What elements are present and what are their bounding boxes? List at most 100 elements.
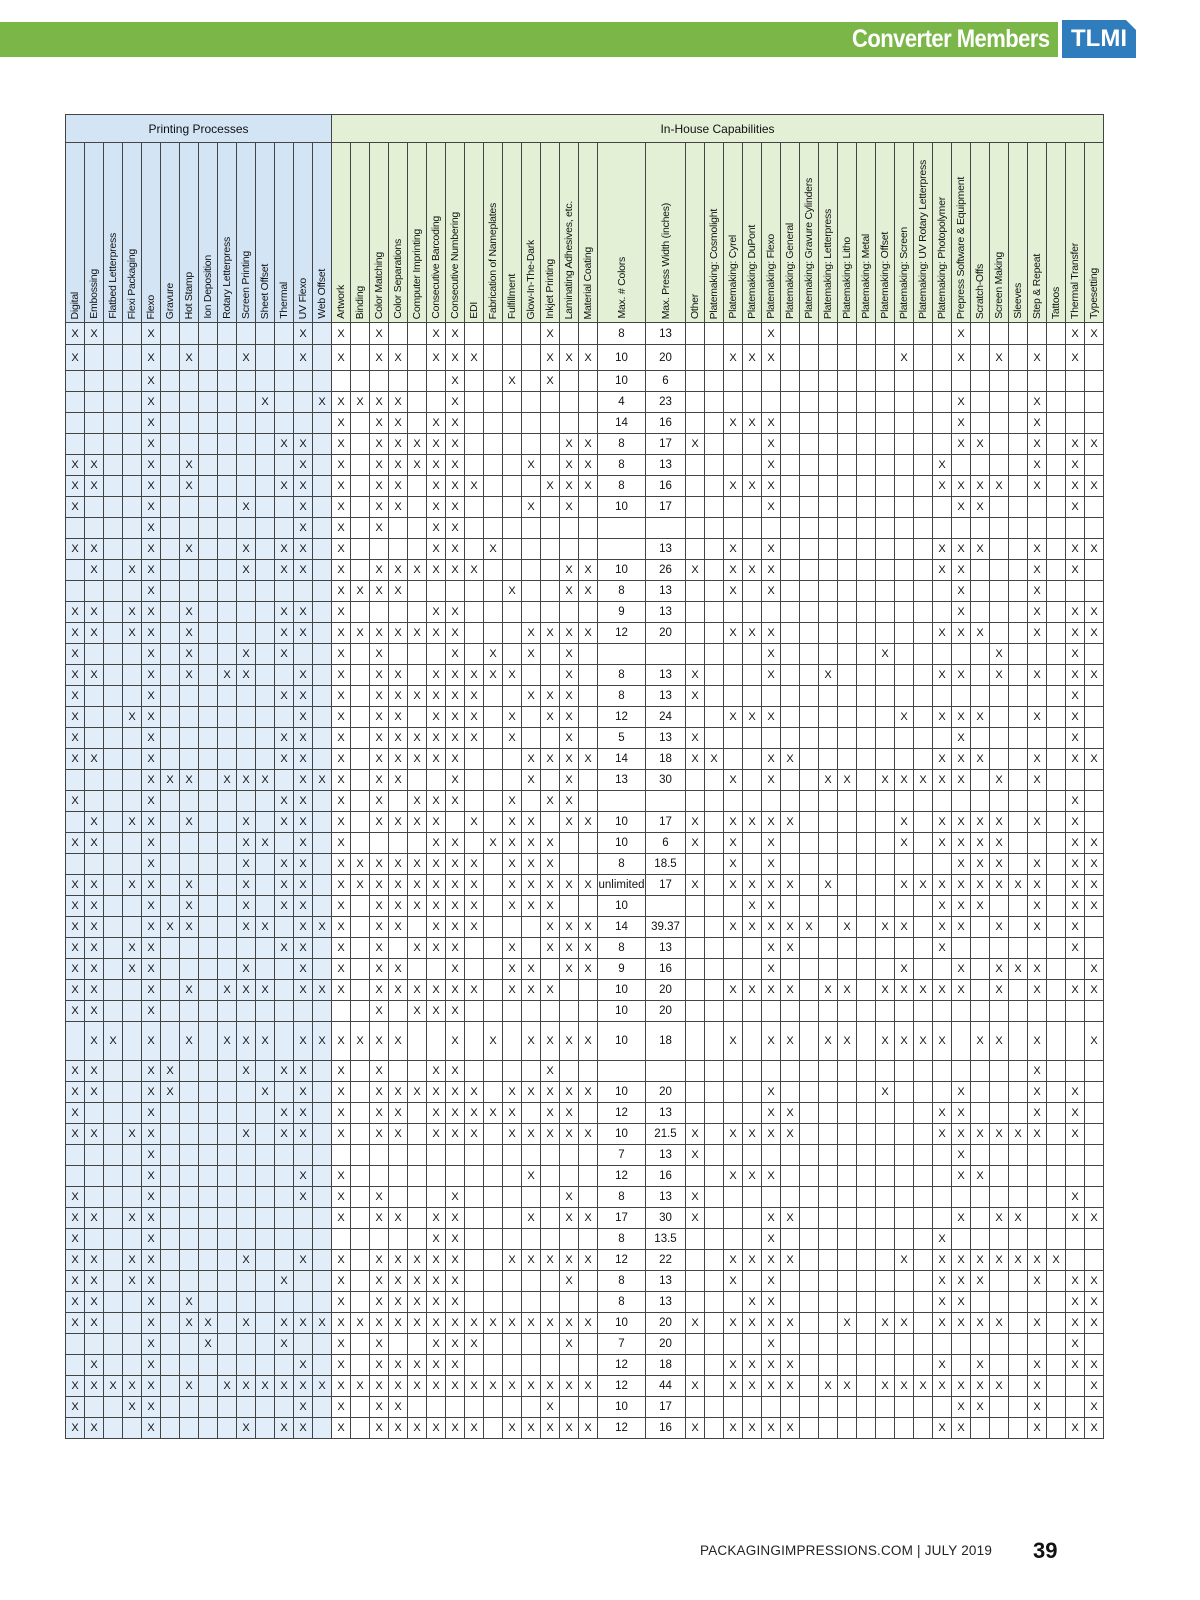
empty-cell bbox=[894, 517, 914, 539]
empty-cell bbox=[970, 344, 990, 371]
empty-cell bbox=[970, 1291, 990, 1313]
empty-cell bbox=[369, 1144, 389, 1166]
table-cell: X bbox=[141, 433, 161, 455]
table-row: X X X X X X X X X X X X X 5 13 X X X bbox=[65, 727, 1104, 749]
empty-cell bbox=[742, 1081, 762, 1103]
empty-cell bbox=[856, 1060, 876, 1082]
empty-cell bbox=[217, 496, 237, 518]
table-cell: X bbox=[445, 559, 465, 581]
empty-cell bbox=[723, 748, 743, 770]
empty-cell bbox=[540, 811, 560, 833]
empty-cell bbox=[312, 706, 332, 728]
empty-cell bbox=[913, 517, 933, 539]
empty-cell bbox=[1084, 391, 1104, 413]
empty-cell bbox=[407, 769, 427, 791]
empty-cell bbox=[780, 769, 800, 791]
table-cell: X bbox=[65, 664, 85, 686]
table-cell: X bbox=[312, 391, 332, 413]
table-cell: X bbox=[502, 958, 522, 980]
empty-cell bbox=[989, 559, 1009, 581]
empty-cell bbox=[818, 958, 838, 980]
table-cell: X bbox=[407, 1354, 427, 1376]
table-cell: X bbox=[951, 391, 971, 413]
empty-cell bbox=[540, 958, 560, 980]
table-cell: X bbox=[875, 1375, 895, 1397]
empty-cell bbox=[236, 517, 256, 539]
table-cell: X bbox=[445, 496, 465, 518]
empty-cell bbox=[1084, 370, 1104, 392]
table-cell: X bbox=[331, 1249, 351, 1271]
table-cell: X bbox=[369, 1021, 389, 1061]
empty-cell bbox=[597, 643, 646, 665]
empty-cell bbox=[236, 1354, 256, 1376]
empty-cell bbox=[407, 1186, 427, 1208]
empty-cell bbox=[894, 1060, 914, 1082]
table-cell: X bbox=[951, 853, 971, 875]
empty-cell bbox=[464, 1354, 484, 1376]
empty-cell bbox=[875, 1354, 895, 1376]
empty-cell bbox=[312, 643, 332, 665]
empty-cell bbox=[350, 433, 370, 455]
empty-cell bbox=[540, 1207, 560, 1229]
empty-cell bbox=[274, 664, 294, 686]
empty-cell bbox=[818, 1417, 838, 1439]
table-cell: X bbox=[932, 1270, 952, 1292]
table-cell: X bbox=[274, 727, 294, 749]
table-cell: X bbox=[445, 538, 465, 560]
empty-cell bbox=[559, 832, 579, 854]
table-cell: X bbox=[445, 1333, 465, 1355]
empty-cell bbox=[483, 580, 503, 602]
empty-cell bbox=[179, 1417, 199, 1439]
empty-cell bbox=[540, 433, 560, 455]
empty-cell bbox=[160, 643, 180, 665]
empty-cell bbox=[103, 1144, 123, 1166]
table-cell: X bbox=[426, 853, 446, 875]
empty-cell bbox=[312, 853, 332, 875]
table-cell: X bbox=[578, 937, 598, 959]
column-label: Platemaking: General bbox=[784, 223, 796, 319]
empty-cell bbox=[312, 433, 332, 455]
table-cell: X bbox=[426, 748, 446, 770]
table-cell: X bbox=[989, 344, 1009, 371]
empty-cell bbox=[407, 1333, 427, 1355]
empty-cell bbox=[293, 1270, 313, 1292]
empty-cell bbox=[742, 937, 762, 959]
table-cell: 12 bbox=[597, 706, 646, 728]
table-cell: X bbox=[445, 706, 465, 728]
table-cell: X bbox=[65, 1291, 85, 1313]
table-cell: X bbox=[742, 1249, 762, 1271]
table-cell: X bbox=[742, 1291, 762, 1313]
table-cell: X bbox=[1084, 832, 1104, 854]
table-cell: X bbox=[1084, 1375, 1104, 1397]
table-cell: X bbox=[274, 1060, 294, 1082]
empty-cell bbox=[685, 538, 705, 560]
empty-cell bbox=[704, 496, 724, 518]
empty-cell bbox=[312, 790, 332, 812]
empty-cell bbox=[160, 832, 180, 854]
table-cell: X bbox=[179, 622, 199, 644]
table-cell: 24 bbox=[645, 706, 686, 728]
empty-cell bbox=[1027, 1186, 1047, 1208]
empty-cell bbox=[407, 538, 427, 560]
empty-cell bbox=[217, 622, 237, 644]
table-cell: X bbox=[521, 874, 541, 896]
empty-cell bbox=[483, 391, 503, 413]
table-cell: X bbox=[369, 517, 389, 539]
table-cell: X bbox=[685, 1312, 705, 1334]
table-cell: X bbox=[369, 1081, 389, 1103]
table-cell: X bbox=[1065, 344, 1085, 371]
empty-cell bbox=[255, 1102, 275, 1124]
table-cell: X bbox=[65, 1417, 85, 1439]
table-cell: X bbox=[502, 664, 522, 686]
empty-cell bbox=[255, 1000, 275, 1022]
table-cell: X bbox=[141, 1207, 161, 1229]
empty-cell bbox=[179, 1060, 199, 1082]
empty-cell bbox=[818, 1312, 838, 1334]
table-cell: 4 bbox=[597, 391, 646, 413]
table-cell: X bbox=[578, 559, 598, 581]
empty-cell bbox=[837, 1081, 857, 1103]
empty-cell bbox=[875, 790, 895, 812]
table-cell: X bbox=[65, 1123, 85, 1145]
section-title: Converter Members bbox=[852, 25, 1050, 53]
empty-cell bbox=[875, 1123, 895, 1145]
